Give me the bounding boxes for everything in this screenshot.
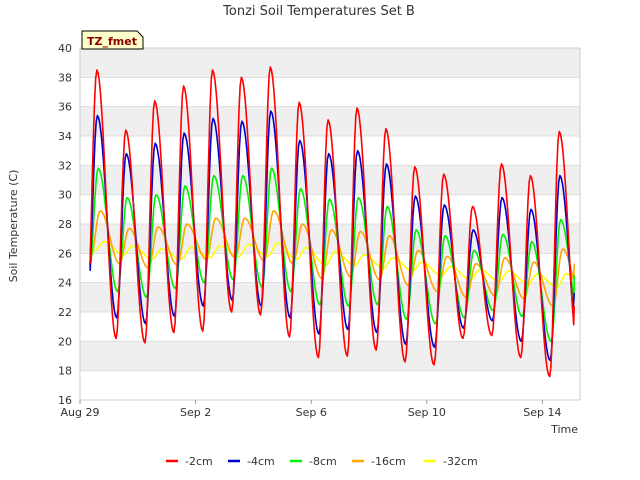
y-tick-label: 28 [58, 218, 72, 231]
y-axis: 16 18 20 22 24 26 28 30 32 34 36 38 40 [58, 42, 72, 407]
y-tick-label: 22 [58, 306, 72, 319]
grid-band [80, 370, 580, 400]
badge-label: TZ_fmet [87, 35, 137, 48]
station-badge: TZ_fmet [81, 30, 144, 50]
legend-label: -8cm [309, 455, 337, 468]
y-tick-label: 30 [58, 189, 72, 202]
plot-frame [79, 47, 581, 401]
x-tick-label: Aug 29 [61, 406, 100, 419]
grid-band [80, 312, 580, 342]
legend-label: -16cm [371, 455, 406, 468]
badge-shape [81, 30, 144, 50]
y-tick-label: 16 [58, 394, 72, 407]
grid-band [80, 48, 580, 78]
y-axis-label: Soil Temperature (C) [7, 170, 20, 283]
series-line-minus-16cm [89, 210, 575, 307]
x-tick-label: Sep 2 [180, 406, 211, 419]
y-tick-label: 34 [58, 130, 72, 143]
y-tick-label: 20 [58, 335, 72, 348]
grid-band [80, 77, 580, 107]
grid-band [80, 341, 580, 371]
grid-band [80, 136, 580, 166]
legend-label: -4cm [247, 455, 275, 468]
series-line-minus-2cm [89, 66, 575, 378]
legend-label: -2cm [185, 455, 213, 468]
y-tick-label: 36 [58, 101, 72, 114]
y-tick-label: 24 [58, 277, 72, 290]
chart-title: Tonzi Soil Temperatures Set B [222, 4, 415, 19]
x-tick-label: Sep 14 [523, 406, 561, 419]
x-axis: Aug 29 Sep 2 Sep 6 Sep 10 Sep 14 [61, 400, 562, 419]
legend-label: -32cm [443, 455, 478, 468]
legend: -2cm -4cm -8cm -16cm -32cm [166, 455, 478, 468]
y-tick-label: 38 [58, 71, 72, 84]
grid-band [80, 282, 580, 312]
series-lines [89, 66, 575, 378]
y-tick-label: 26 [58, 247, 72, 260]
y-tick-label: 18 [58, 365, 72, 378]
y-tick-label: 32 [58, 159, 72, 172]
x-tick-label: Sep 10 [408, 406, 446, 419]
y-tick-label: 40 [58, 42, 72, 55]
x-axis-label: Time [550, 423, 578, 436]
series-line-minus-32cm [89, 240, 575, 288]
x-tick-label: Sep 6 [296, 406, 327, 419]
